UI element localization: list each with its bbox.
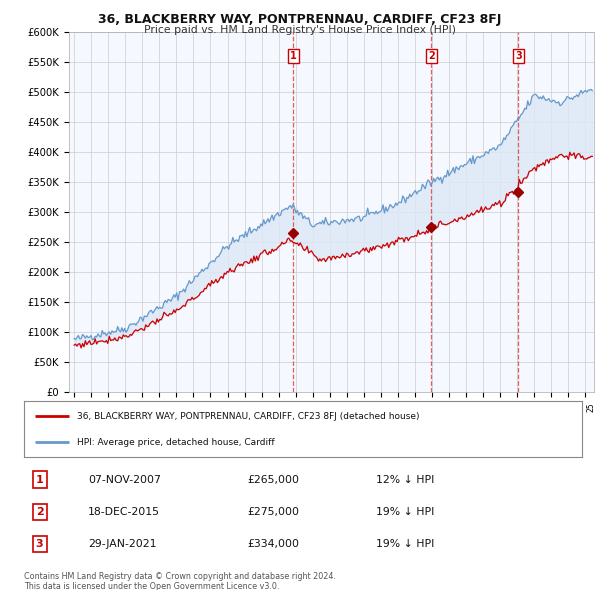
Text: This data is licensed under the Open Government Licence v3.0.: This data is licensed under the Open Gov… xyxy=(24,582,280,590)
Text: 1: 1 xyxy=(290,51,296,61)
Text: £265,000: £265,000 xyxy=(247,474,299,484)
Text: 29-JAN-2021: 29-JAN-2021 xyxy=(88,539,157,549)
Text: 07-NOV-2007: 07-NOV-2007 xyxy=(88,474,161,484)
Text: 36, BLACKBERRY WAY, PONTPRENNAU, CARDIFF, CF23 8FJ: 36, BLACKBERRY WAY, PONTPRENNAU, CARDIFF… xyxy=(98,13,502,26)
Text: Price paid vs. HM Land Registry's House Price Index (HPI): Price paid vs. HM Land Registry's House … xyxy=(144,25,456,35)
Text: 19% ↓ HPI: 19% ↓ HPI xyxy=(376,507,434,517)
Text: 19% ↓ HPI: 19% ↓ HPI xyxy=(376,539,434,549)
Text: 2: 2 xyxy=(36,507,43,517)
Text: 36, BLACKBERRY WAY, PONTPRENNAU, CARDIFF, CF23 8FJ (detached house): 36, BLACKBERRY WAY, PONTPRENNAU, CARDIFF… xyxy=(77,412,419,421)
Text: Contains HM Land Registry data © Crown copyright and database right 2024.: Contains HM Land Registry data © Crown c… xyxy=(24,572,336,581)
Text: 12% ↓ HPI: 12% ↓ HPI xyxy=(376,474,434,484)
Text: HPI: Average price, detached house, Cardiff: HPI: Average price, detached house, Card… xyxy=(77,438,275,447)
Text: 3: 3 xyxy=(515,51,522,61)
Text: 2: 2 xyxy=(428,51,434,61)
Text: £334,000: £334,000 xyxy=(247,539,299,549)
Text: 3: 3 xyxy=(36,539,43,549)
Text: 18-DEC-2015: 18-DEC-2015 xyxy=(88,507,160,517)
Text: 1: 1 xyxy=(36,474,43,484)
Text: £275,000: £275,000 xyxy=(247,507,299,517)
